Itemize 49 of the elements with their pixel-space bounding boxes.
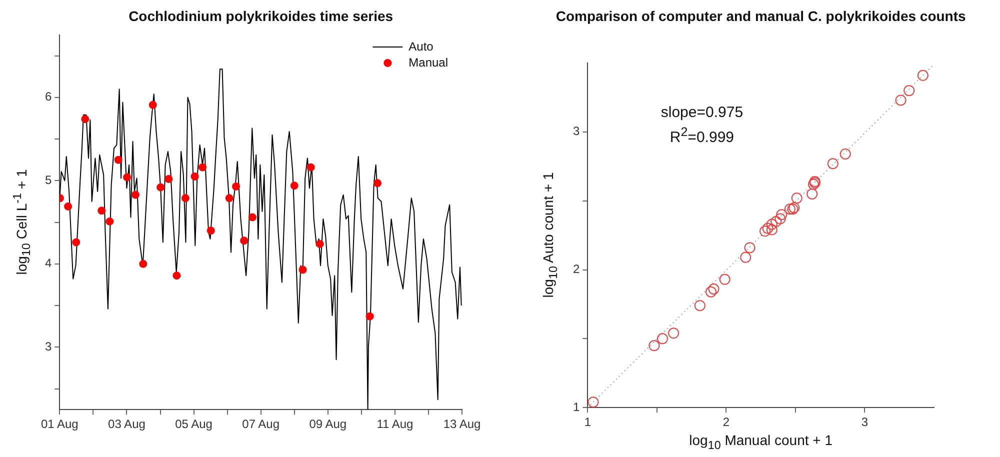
y-tick-label: 5 [44, 172, 52, 187]
point [827, 158, 838, 170]
y-tick-label: 4 [44, 256, 52, 270]
x-tick-label: 05 Aug [175, 417, 212, 432]
point [656, 333, 668, 344]
y-tick-label: 3 [572, 124, 580, 138]
annotation: slope=0.975 [660, 104, 744, 122]
x-tick-label: 3 [861, 415, 868, 430]
point [705, 286, 716, 298]
x-axis-title: log$_{10}$ Manual count + 1 [689, 432, 832, 452]
y-tick-label: 2 [572, 262, 580, 276]
point [744, 242, 756, 254]
legend-label: Auto [408, 39, 434, 54]
x-tick-label: 2 [722, 415, 730, 430]
y-tick-label: 6 [44, 90, 52, 104]
point [791, 192, 802, 204]
x-tick-label: 01 Aug [40, 417, 78, 432]
legend-label: Manual [408, 55, 448, 70]
point [759, 226, 770, 237]
point [806, 188, 818, 200]
point [895, 94, 906, 106]
point [766, 218, 778, 230]
point [766, 224, 778, 236]
point [904, 85, 915, 96]
y-tick-label: 1 [572, 400, 580, 414]
point [648, 340, 660, 352]
y-tick-label: 3 [44, 339, 52, 354]
point [694, 300, 706, 312]
x-tick-label: 09 Aug [309, 417, 347, 432]
chart-title: Cochlodinium polykrikoides time series [128, 8, 394, 24]
point [917, 70, 928, 81]
chart-title: Comparison of computer and manual C. polykrikoides counts [556, 8, 966, 24]
point [762, 222, 774, 234]
x-tick-label: 03 Aug [108, 417, 146, 432]
x-tick-label: 1 [584, 415, 592, 430]
point [668, 328, 680, 339]
point [774, 213, 786, 224]
x-tick-label: 13 Aug [443, 417, 481, 432]
point [588, 396, 599, 408]
x-tick-label: 11 Aug [376, 417, 414, 432]
annotation: R$^{2}$=0.999 [670, 125, 734, 146]
point [740, 252, 752, 263]
point [708, 284, 720, 295]
point [719, 274, 730, 285]
point [784, 204, 796, 215]
point [770, 216, 782, 228]
x-tick-label: 07 Aug [242, 417, 280, 432]
point [840, 148, 851, 160]
point [776, 209, 788, 220]
